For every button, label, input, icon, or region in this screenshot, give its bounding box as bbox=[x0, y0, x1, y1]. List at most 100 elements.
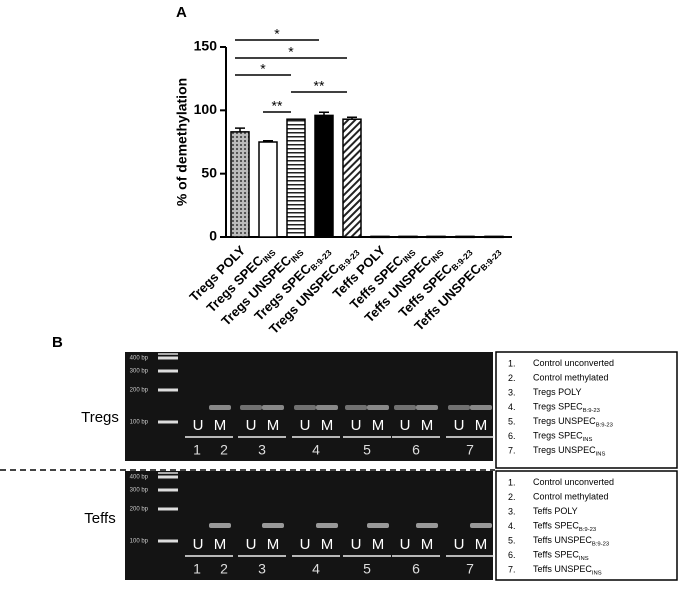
gel-band bbox=[470, 405, 492, 410]
panel-label: A bbox=[176, 4, 187, 21]
legend-entry-main: Control unconverted bbox=[533, 358, 614, 368]
lane-letter: M bbox=[372, 536, 385, 553]
legend-entry-sub: B:9-23 bbox=[596, 422, 613, 428]
ladder-label: 200 bp bbox=[130, 507, 149, 513]
legend-entry: Tregs POLY bbox=[533, 387, 582, 397]
lane-number: 7 bbox=[466, 561, 474, 577]
error-bar bbox=[235, 127, 245, 132]
gel-band bbox=[316, 405, 338, 410]
lane-number: 2 bbox=[220, 561, 228, 577]
legend-entry: Tregs SPECB:9-23 bbox=[533, 402, 600, 414]
legend-number: 1. bbox=[508, 358, 516, 368]
ladder-band bbox=[158, 488, 178, 492]
bar bbox=[455, 235, 475, 239]
legend-entry-main: Teffs SPEC bbox=[533, 521, 579, 531]
lane-number: 2 bbox=[220, 442, 228, 458]
significance-label: ** bbox=[314, 78, 325, 94]
lane-number: 3 bbox=[258, 561, 266, 577]
legend-number: 5. bbox=[508, 416, 516, 426]
gel-band bbox=[416, 405, 438, 410]
legend-entry: Teffs UNSPECINS bbox=[533, 564, 602, 576]
legend-entry-main: Teffs POLY bbox=[533, 506, 578, 516]
y-tick-label: 150 bbox=[194, 38, 218, 54]
gel-band bbox=[262, 523, 284, 528]
ladder-label: 100 bp bbox=[130, 420, 149, 426]
row-label: Tregs bbox=[81, 409, 119, 426]
lane-number: 6 bbox=[412, 442, 420, 458]
row-label: Teffs bbox=[84, 510, 115, 527]
ladder-band bbox=[158, 507, 178, 511]
significance-label: * bbox=[288, 44, 294, 60]
ladder-label: 400 bp bbox=[130, 356, 149, 362]
legend-entry-main: Tregs SPEC bbox=[533, 402, 583, 412]
y-axis-label: % of demethylation bbox=[174, 78, 190, 206]
lane-letter: U bbox=[454, 536, 465, 553]
ladder-label: 300 bp bbox=[130, 488, 149, 494]
lane-letter: M bbox=[372, 417, 385, 434]
legend-entry: Tregs UNSPECB:9-23 bbox=[533, 416, 613, 428]
lane-letter: U bbox=[400, 536, 411, 553]
lane-number: 3 bbox=[258, 442, 266, 458]
legend-entry-sub: INS bbox=[583, 437, 593, 443]
legend-entry-main: Control methylated bbox=[533, 492, 609, 502]
lane-number: 1 bbox=[193, 442, 201, 458]
legend-entry-sub: B:9-23 bbox=[592, 541, 609, 547]
y-tick-label: 0 bbox=[209, 228, 217, 244]
legend-entry-sub: INS bbox=[579, 556, 589, 562]
legend-entry: Control methylated bbox=[533, 373, 609, 383]
legend-entry-sub: B:9-23 bbox=[583, 408, 600, 414]
lane-letter: M bbox=[421, 536, 434, 553]
gel-band bbox=[294, 405, 316, 410]
legend-entry: Control unconverted bbox=[533, 477, 614, 487]
legend-entry-sub: B:9-23 bbox=[579, 527, 596, 533]
legend-number: 6. bbox=[508, 550, 516, 560]
gel-band bbox=[394, 405, 416, 410]
legend-entry-main: Control unconverted bbox=[533, 477, 614, 487]
y-tick-label: 100 bbox=[194, 101, 218, 117]
lane-letter: U bbox=[400, 417, 411, 434]
legend-entry: Control methylated bbox=[533, 492, 609, 502]
panel-label: B bbox=[52, 334, 63, 351]
lane-letter: U bbox=[246, 417, 257, 434]
ladder-band bbox=[158, 475, 178, 479]
legend-number: 7. bbox=[508, 445, 516, 455]
legend-entry-main: Teffs UNSPEC bbox=[533, 535, 592, 545]
ladder-band bbox=[158, 420, 178, 424]
gel-band bbox=[367, 523, 389, 528]
bar bbox=[230, 131, 250, 238]
legend-number: 3. bbox=[508, 506, 516, 516]
bar bbox=[314, 114, 334, 238]
legend-entry: Teffs UNSPECB:9-23 bbox=[533, 535, 609, 547]
bar bbox=[398, 235, 418, 239]
legend-entry-main: Tregs UNSPEC bbox=[533, 416, 596, 426]
legend-number: 4. bbox=[508, 402, 516, 412]
legend-entry: Teffs SPECINS bbox=[533, 550, 589, 562]
gel-band bbox=[470, 523, 492, 528]
ladder-label: 100 bp bbox=[130, 539, 149, 545]
gel-band bbox=[240, 405, 262, 410]
lane-number: 5 bbox=[363, 561, 371, 577]
bar bbox=[258, 141, 278, 238]
bar bbox=[484, 235, 504, 239]
lane-letter: M bbox=[475, 536, 488, 553]
lane-number: 1 bbox=[193, 561, 201, 577]
ladder-band bbox=[158, 388, 178, 392]
ladder-label: 300 bp bbox=[130, 369, 149, 375]
lane-letter: U bbox=[193, 536, 204, 553]
legend-number: 2. bbox=[508, 492, 516, 502]
lane-number: 6 bbox=[412, 561, 420, 577]
lane-letter: M bbox=[321, 536, 334, 553]
gel-band bbox=[416, 523, 438, 528]
ladder-label: 200 bp bbox=[130, 388, 149, 394]
lane-letter: U bbox=[193, 417, 204, 434]
legend-number: 7. bbox=[508, 564, 516, 574]
error-bar bbox=[263, 139, 273, 142]
bar bbox=[342, 118, 362, 238]
lane-letter: U bbox=[246, 536, 257, 553]
y-tick-label: 50 bbox=[201, 164, 217, 180]
legend-entry-main: Tregs SPEC bbox=[533, 431, 583, 441]
gel-band bbox=[316, 523, 338, 528]
lane-letter: M bbox=[475, 417, 488, 434]
ladder-band bbox=[158, 353, 178, 355]
